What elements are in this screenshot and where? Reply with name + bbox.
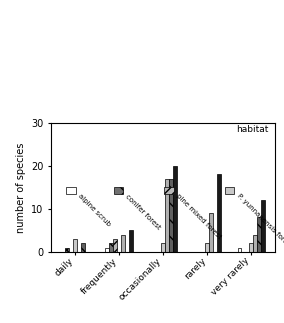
Bar — [165, 179, 169, 252]
Bar — [217, 174, 221, 252]
Bar — [253, 235, 257, 252]
Bar — [257, 217, 261, 252]
Bar — [161, 243, 165, 252]
Legend: alpine scrub, conifer forest, pine mixed forest, P. yunnanensis forest, channel,: alpine scrub, conifer forest, pine mixed… — [66, 125, 284, 194]
Bar — [65, 248, 69, 252]
Bar — [169, 179, 173, 252]
Bar — [261, 200, 265, 252]
Bar — [249, 243, 253, 252]
Bar — [109, 243, 113, 252]
Bar — [81, 243, 85, 252]
Bar — [105, 248, 109, 252]
Bar — [237, 248, 241, 252]
Y-axis label: number of species: number of species — [16, 142, 26, 233]
Bar — [121, 235, 125, 252]
Bar — [173, 166, 177, 252]
Bar — [113, 239, 117, 252]
Bar — [73, 239, 77, 252]
Bar — [129, 230, 133, 252]
Bar — [209, 213, 213, 252]
Bar — [205, 243, 209, 252]
